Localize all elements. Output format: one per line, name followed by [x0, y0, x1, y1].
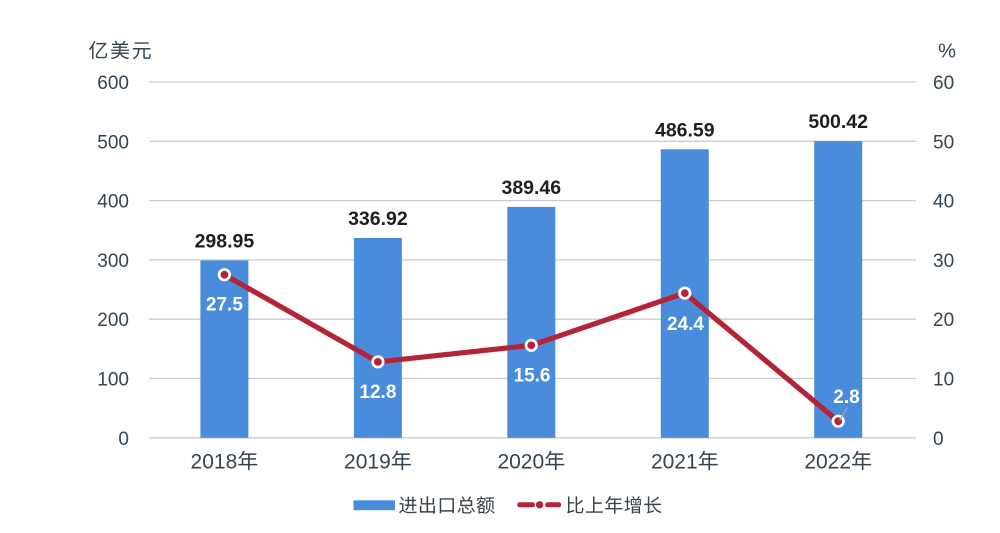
svg-text:400: 400: [97, 192, 129, 213]
svg-text:0: 0: [118, 429, 129, 450]
svg-text:%: %: [938, 41, 956, 63]
svg-text:500: 500: [97, 132, 129, 153]
svg-text:10: 10: [933, 370, 954, 391]
svg-text:24.4: 24.4: [667, 314, 704, 335]
svg-text:389.46: 389.46: [501, 177, 561, 199]
svg-text:15.6: 15.6: [514, 365, 551, 386]
svg-text:600: 600: [97, 73, 129, 94]
svg-text:12.8: 12.8: [359, 382, 396, 403]
svg-text:40: 40: [933, 192, 954, 213]
svg-text:2019: 2019: [344, 451, 391, 474]
svg-text:486.59: 486.59: [655, 119, 715, 141]
svg-text:2018: 2018: [191, 451, 238, 474]
svg-text:20: 20: [933, 310, 954, 331]
svg-text:500.42: 500.42: [808, 111, 868, 133]
svg-text:60: 60: [933, 73, 954, 94]
svg-text:2.8: 2.8: [833, 387, 859, 408]
svg-text:300: 300: [97, 251, 129, 272]
svg-text:27.5: 27.5: [206, 295, 243, 316]
svg-text:0: 0: [933, 429, 944, 450]
svg-text:50: 50: [933, 132, 954, 153]
svg-text:200: 200: [97, 310, 129, 331]
svg-text:298.95: 298.95: [195, 231, 255, 253]
svg-text:336.92: 336.92: [348, 208, 408, 230]
svg-text:2021: 2021: [651, 451, 698, 474]
svg-text:2020: 2020: [497, 451, 544, 474]
svg-text:2022: 2022: [804, 451, 851, 474]
svg-text:100: 100: [97, 370, 129, 391]
svg-text:30: 30: [933, 251, 954, 272]
